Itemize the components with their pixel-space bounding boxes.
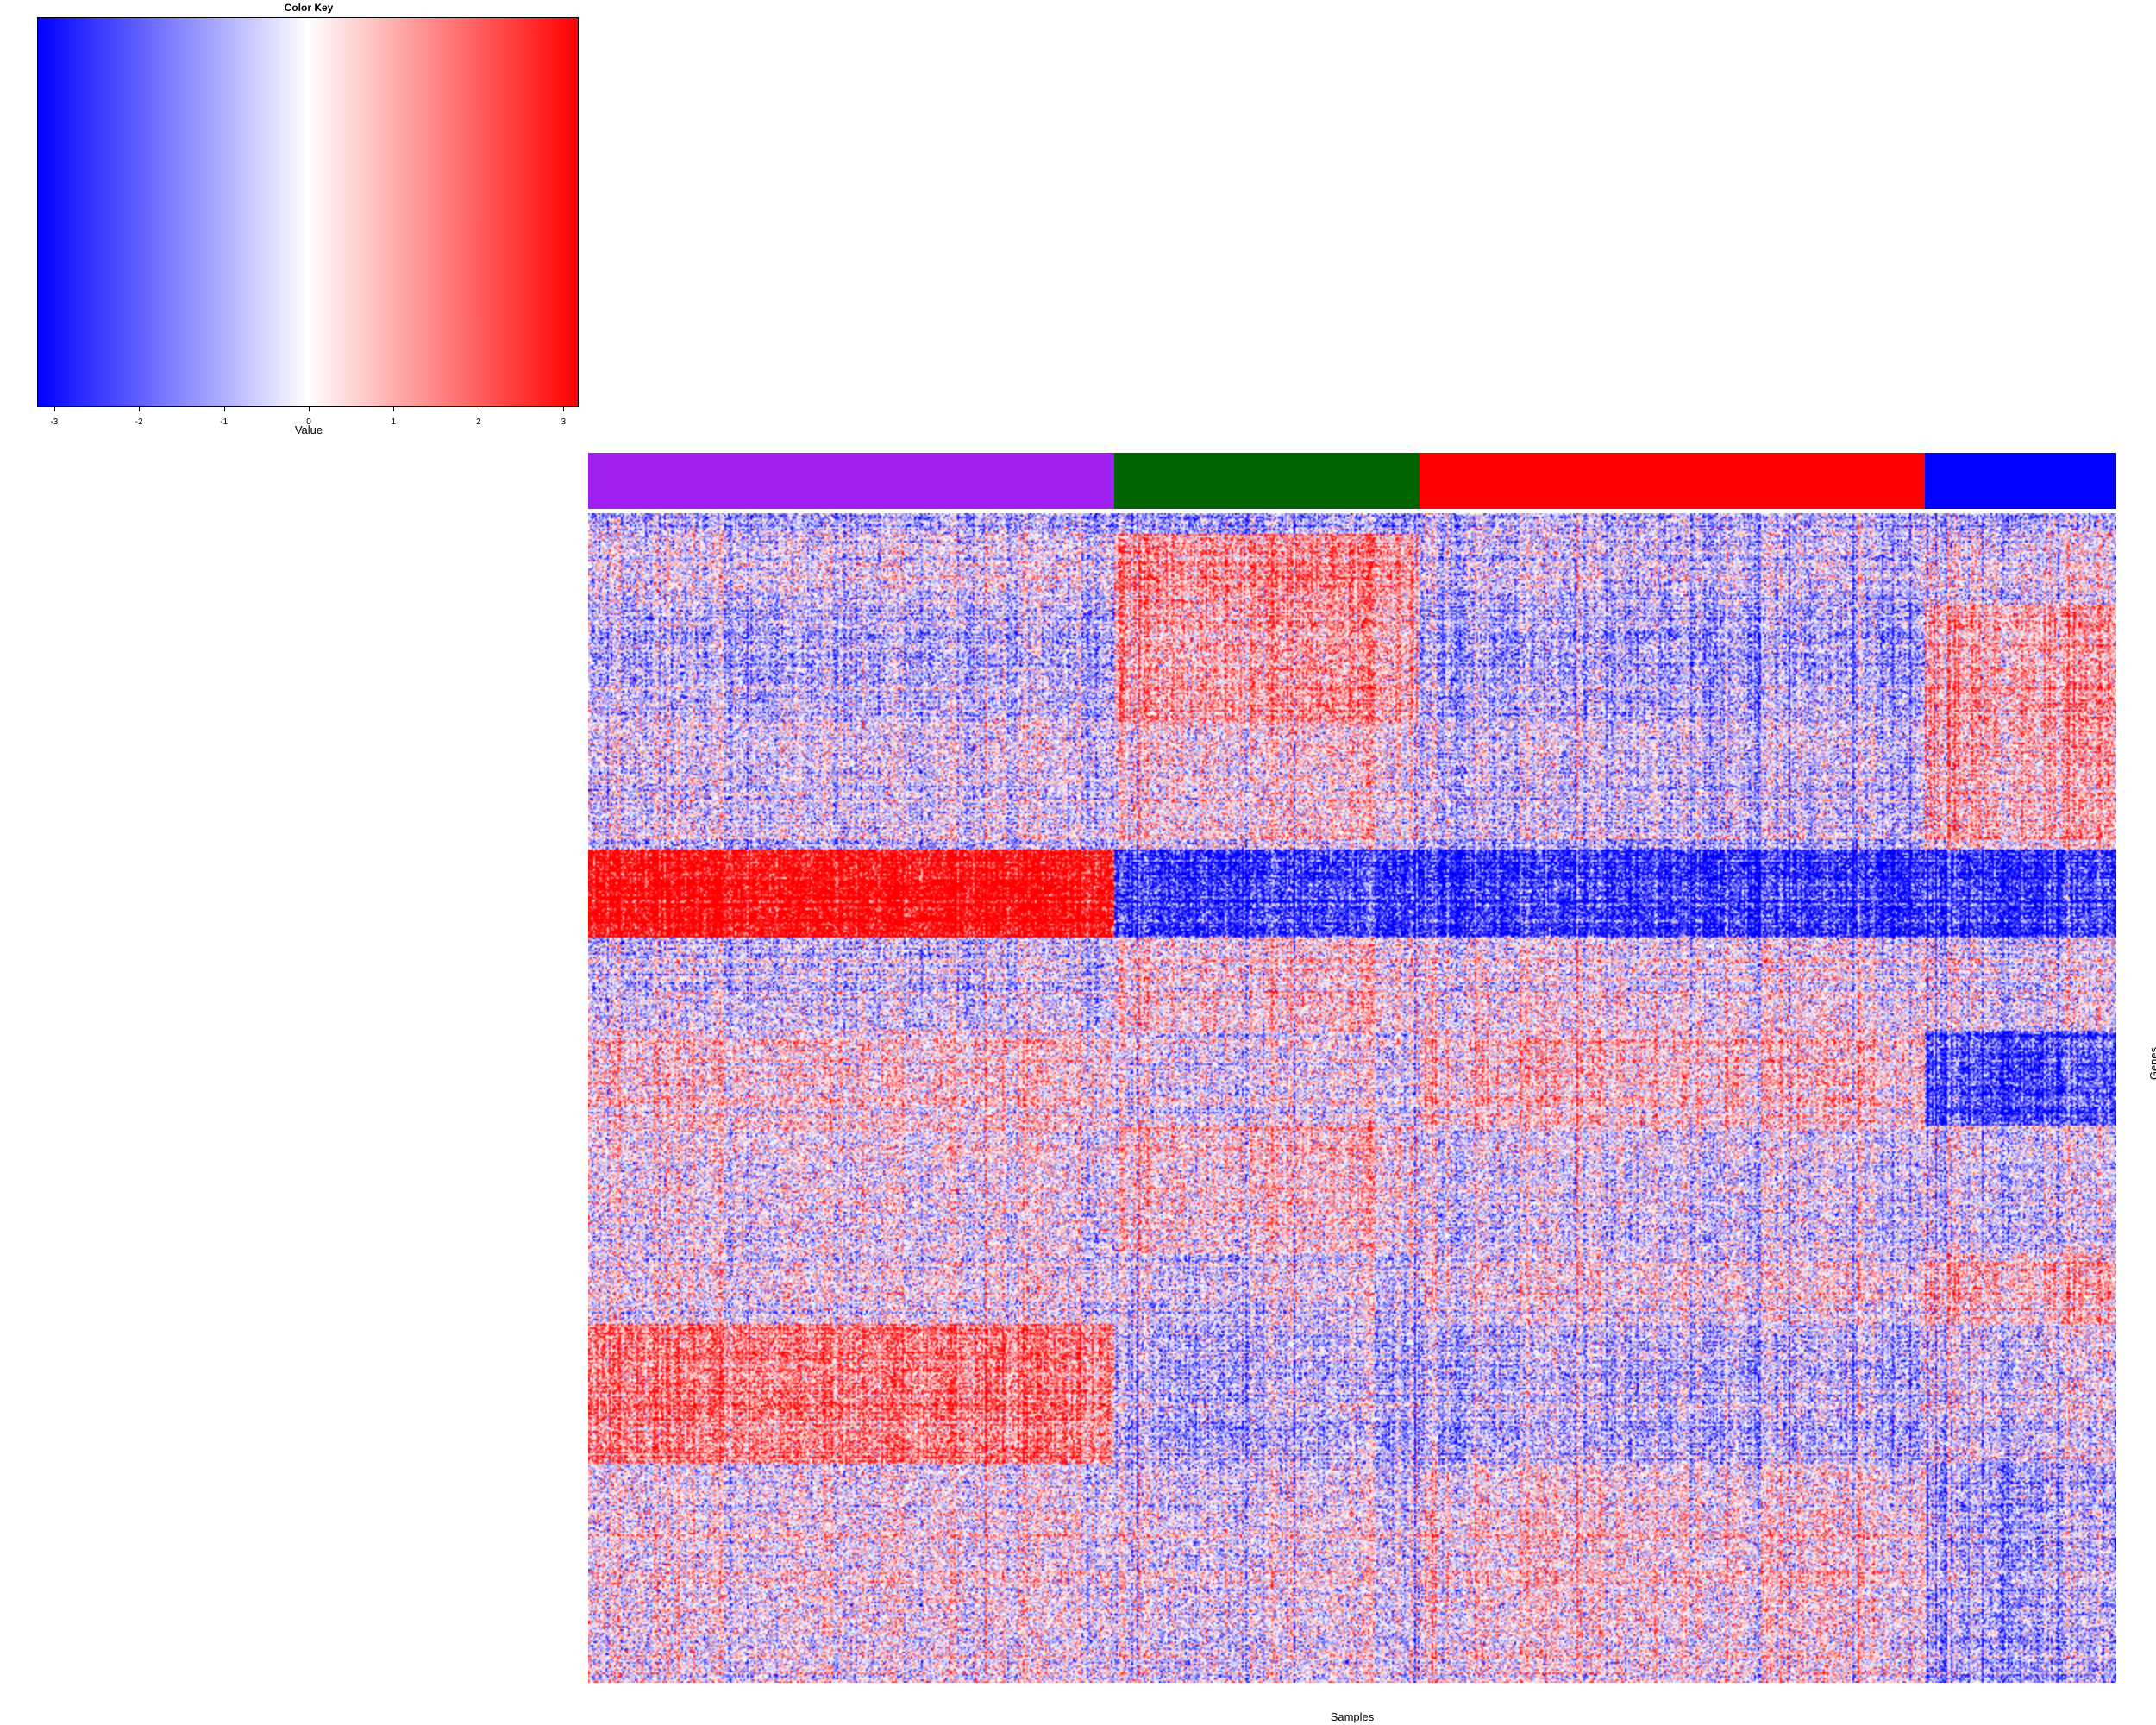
color-key-tick: [309, 407, 310, 411]
color-key-tick-label: -2: [135, 417, 143, 427]
column-group-4: [1925, 453, 2116, 509]
color-key-tick: [223, 407, 225, 411]
color-key-title: Color Key: [284, 2, 334, 14]
color-key-axis: -3 -2 -1 0 1 2 3: [37, 407, 580, 427]
color-key-tick-label: -3: [50, 417, 59, 427]
column-group-1: [588, 453, 1114, 509]
color-key-tick-label: 1: [391, 417, 397, 427]
heatmap-body: [588, 513, 2116, 1683]
column-group-2: [1113, 453, 1420, 509]
column-side-color-bar: [588, 453, 2116, 509]
color-key-tick: [393, 407, 395, 411]
color-key-tick: [53, 407, 55, 411]
column-group-3: [1419, 453, 1926, 509]
color-key-tick-label: -1: [220, 417, 229, 427]
color-key-tick-label: 0: [306, 417, 311, 427]
color-key-gradient: [37, 17, 579, 407]
color-key-tick: [139, 407, 141, 411]
color-key-tick: [563, 407, 565, 411]
color-key-xlabel: Value: [294, 423, 323, 436]
x-axis-label: Samples: [1330, 1710, 1375, 1723]
color-key-tick-label: 3: [561, 417, 567, 427]
color-key-tick-label: 2: [476, 417, 481, 427]
y-axis-label: Genes: [2147, 1046, 2156, 1081]
